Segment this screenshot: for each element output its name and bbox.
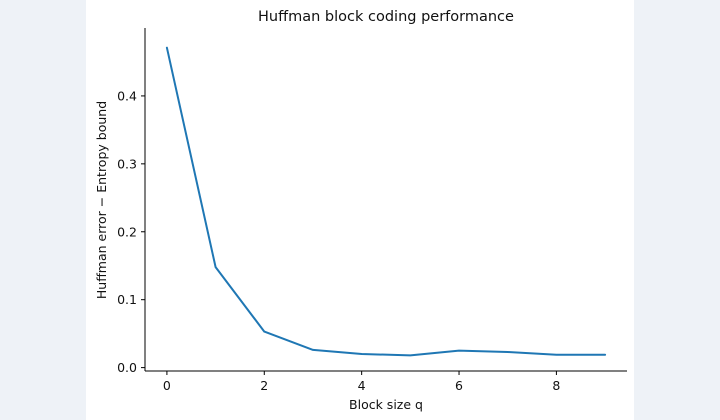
- y-tick-label: 0.0: [117, 360, 137, 375]
- chart-title: Huffman block coding performance: [258, 9, 514, 25]
- x-tick-label: 8: [552, 378, 560, 393]
- y-tick-label: 0.1: [117, 292, 137, 307]
- x-tick-label: 2: [260, 378, 268, 393]
- chart-panel: [86, 0, 634, 420]
- ticks-group: 0 2 4 6 8 0.0 0.1 0.2 0.3 0.4: [117, 88, 560, 393]
- y-tick-label: 0.3: [117, 156, 137, 171]
- x-tick-label: 4: [358, 378, 366, 393]
- x-axis-label: Block size q: [349, 397, 423, 412]
- y-axis-label: Huffman error − Entropy bound: [94, 101, 109, 299]
- series-line: [165, 46, 607, 357]
- y-tick-label: 0.4: [117, 88, 137, 103]
- x-tick-label: 6: [455, 378, 463, 393]
- y-tick-label: 0.2: [117, 224, 137, 239]
- plot-area: [165, 46, 607, 357]
- x-tick-label: 0: [163, 378, 171, 393]
